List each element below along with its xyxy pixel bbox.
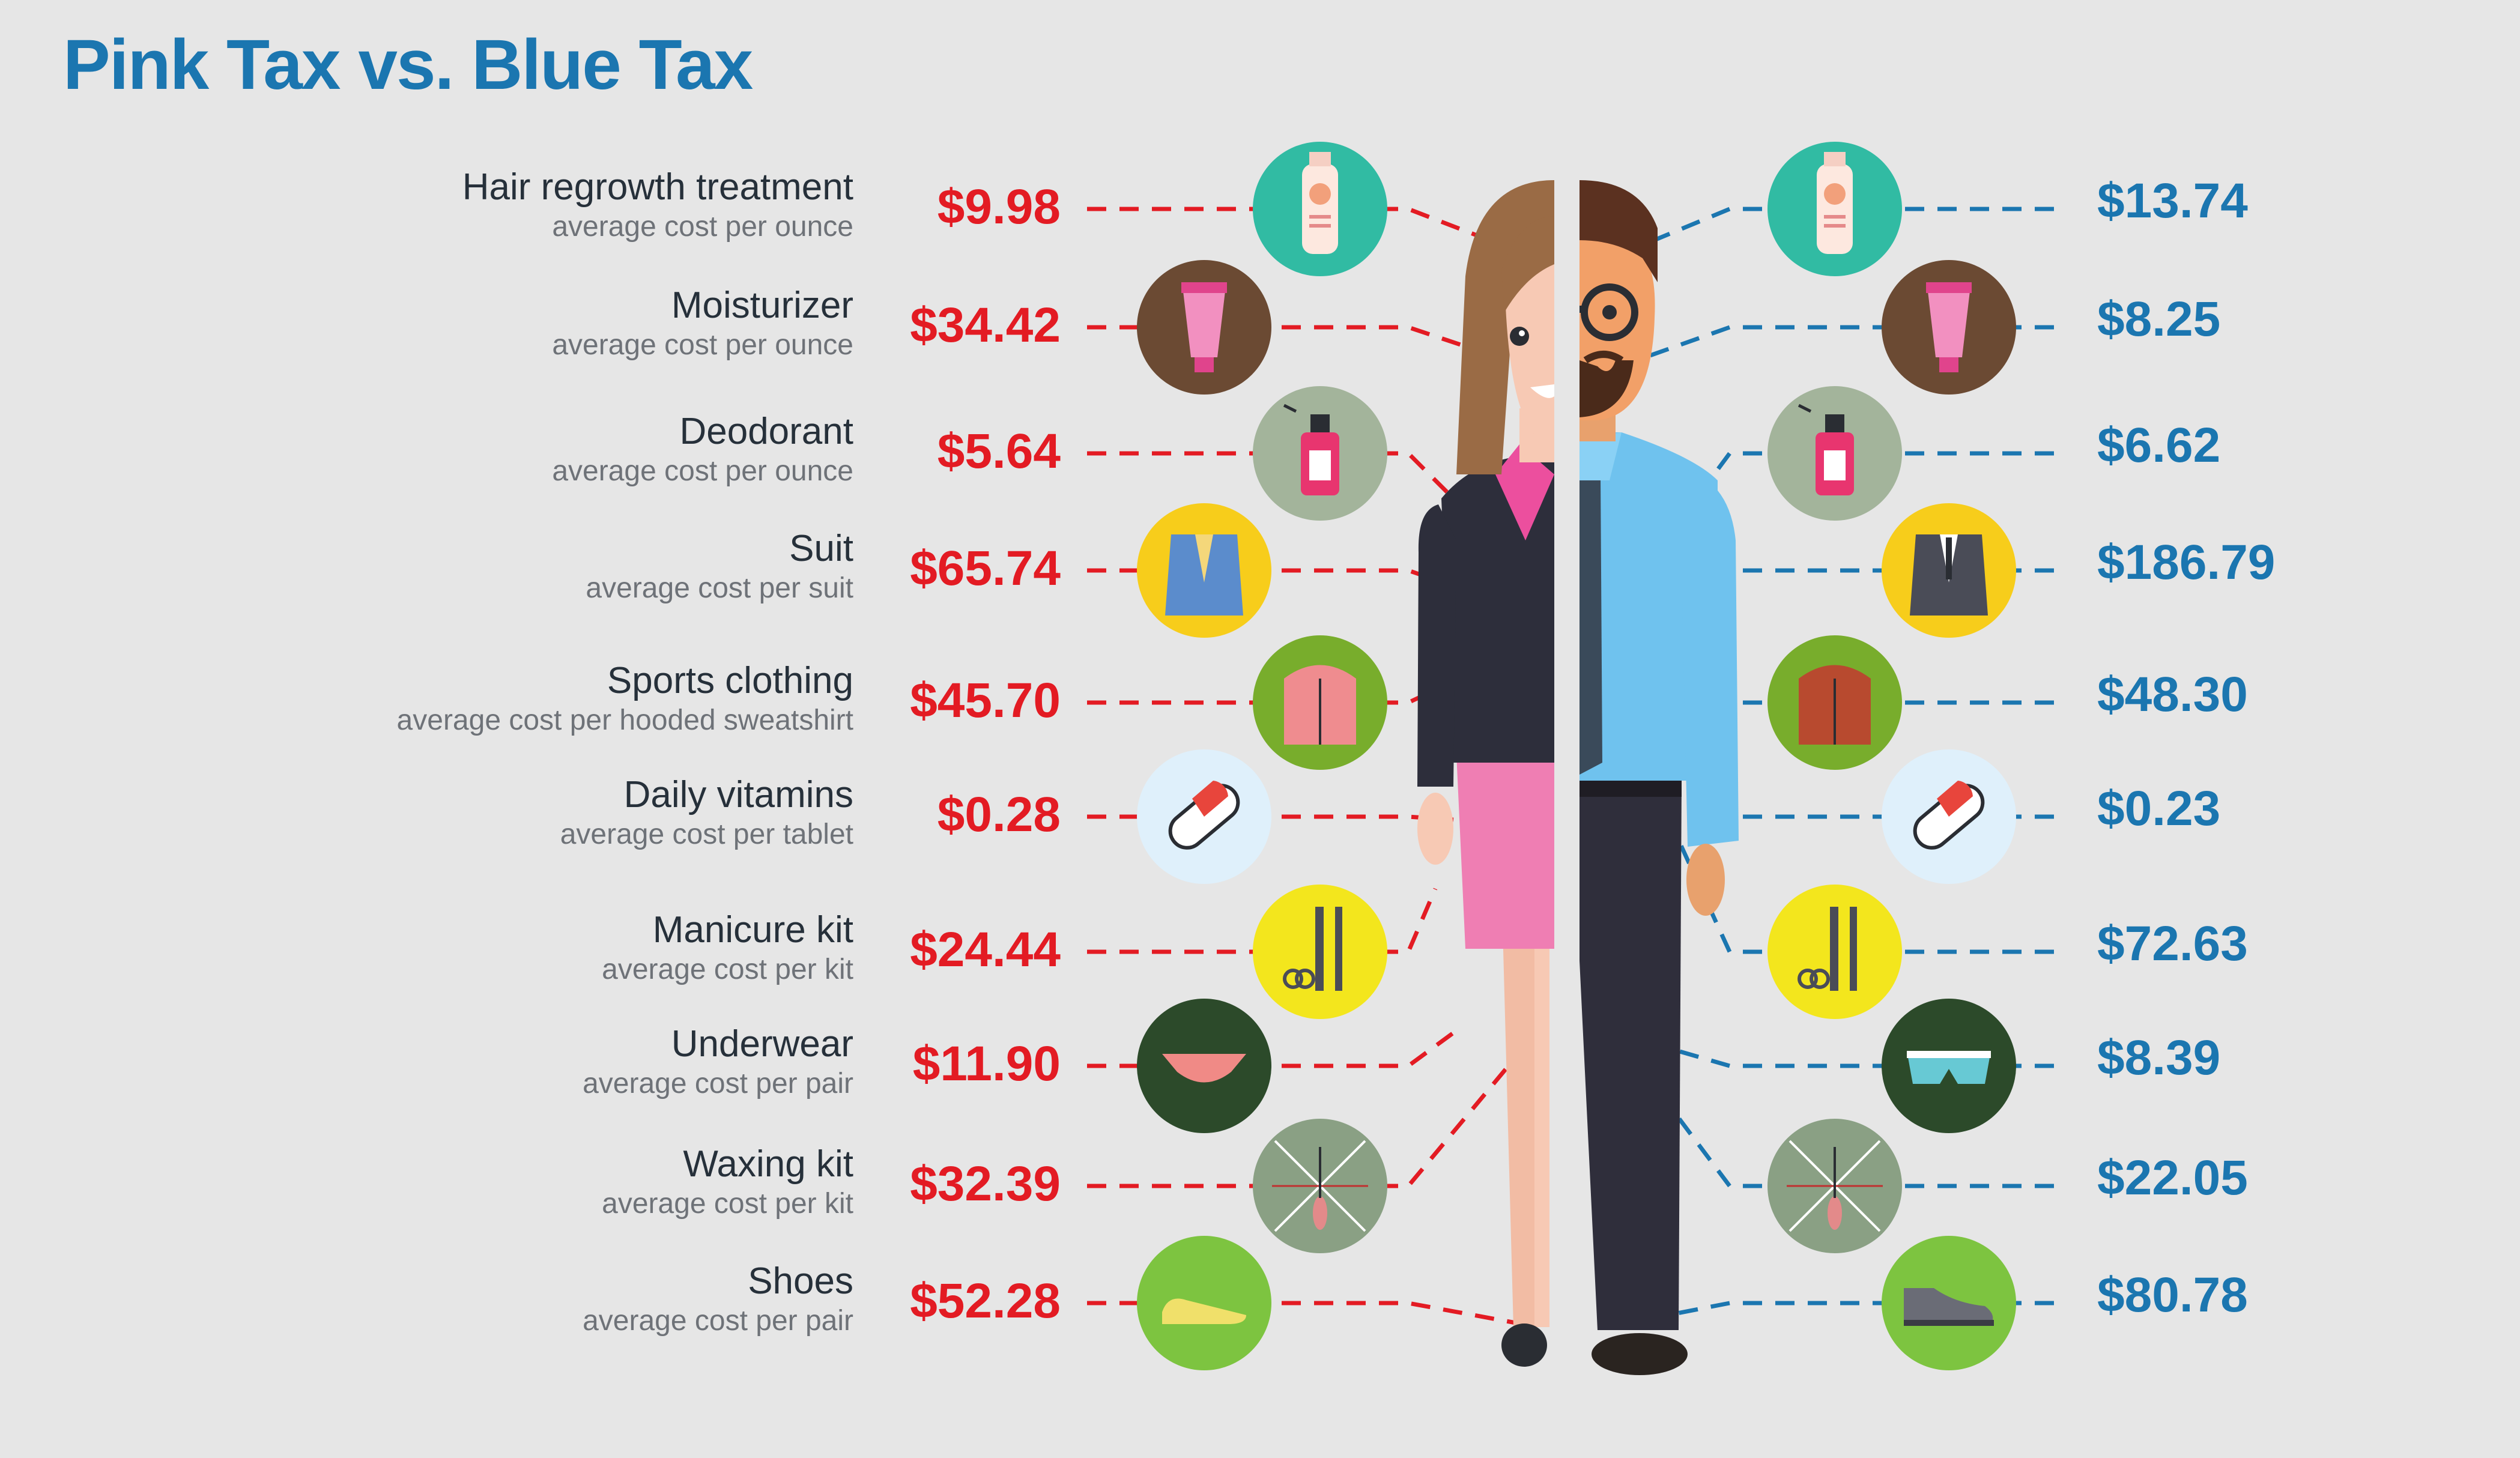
blue-price: $13.74 (2097, 174, 2248, 228)
woman-figure-icon (1417, 180, 1554, 1367)
blue-price: $8.39 (2097, 1030, 2221, 1085)
item-name: Manicure kit (652, 909, 853, 951)
item-name: Moisturizer (671, 285, 853, 326)
pink-price: $5.64 (937, 424, 1061, 479)
pink-icon-circle (1137, 1236, 1271, 1370)
hair-treatment-bottle-icon (1817, 152, 1853, 254)
item-unit: average cost per kit (602, 1188, 853, 1220)
deodorant-spray-icon (1798, 404, 1854, 495)
deodorant-spray-icon (1283, 404, 1339, 495)
blue-price: $6.62 (2097, 418, 2221, 473)
item-unit: average cost per ounce (552, 455, 853, 487)
pink-price: $52.28 (910, 1274, 1061, 1328)
item-unit: average cost per ounce (552, 211, 853, 243)
blue-price: $0.23 (2097, 781, 2221, 836)
item-name: Shoes (748, 1260, 853, 1302)
pink-price: $65.74 (910, 541, 1061, 596)
flat-shoe-icon (1162, 1298, 1246, 1324)
panties-icon (1162, 1054, 1246, 1083)
item-name: Sports clothing (607, 660, 853, 701)
manicure-tools-icon (1798, 907, 1857, 991)
briefs-icon (1907, 1051, 1991, 1084)
person-figure (1417, 174, 1739, 1375)
blue-price: $72.63 (2097, 916, 2248, 971)
vitamin-capsule-icon (1168, 781, 1240, 850)
pink-price: $34.42 (910, 298, 1061, 352)
item-name: Daily vitamins (623, 774, 853, 815)
pink-price: $11.90 (912, 1036, 1061, 1091)
blazer-icon (1165, 534, 1243, 616)
suit-jacket-icon (1910, 534, 1988, 616)
item-name: Waxing kit (683, 1143, 853, 1185)
pink-price: $0.28 (937, 787, 1061, 842)
blue-price: $22.05 (2097, 1151, 2248, 1205)
blue-price: $80.78 (2097, 1268, 2248, 1322)
pink-connector-line (1087, 451, 1449, 494)
page-title: Pink Tax vs. Blue Tax (63, 25, 753, 104)
pink-price: $45.70 (910, 673, 1061, 728)
blue-connector-line (1656, 1088, 2054, 1188)
hair-treatment-bottle-icon (1302, 152, 1338, 254)
item-name: Hair regrowth treatment (462, 166, 853, 208)
moisturizer-tube-icon (1181, 282, 1227, 372)
item-unit: average cost per pair (583, 1068, 853, 1100)
item-unit: average cost per pair (583, 1305, 853, 1337)
blue-price: $8.25 (2097, 292, 2221, 346)
moisturizer-tube-icon (1926, 282, 1972, 372)
item-unit: average cost per kit (602, 954, 853, 985)
pink-price: $24.44 (910, 922, 1061, 977)
waxing-hair-icon (1787, 1140, 1883, 1232)
item-name: Suit (789, 528, 853, 569)
item-unit: average cost per suit (586, 572, 853, 604)
item-name: Underwear (671, 1023, 853, 1065)
oxford-shoe-icon (1904, 1288, 1994, 1326)
item-unit: average cost per hooded sweatshirt (396, 704, 853, 736)
pink-connector-line (1087, 888, 1438, 954)
blue-price: $48.30 (2097, 667, 2248, 722)
pink-price: $32.39 (910, 1157, 1061, 1211)
blue-connector-line (1638, 207, 2054, 249)
item-name: Deodorant (679, 411, 853, 452)
vitamin-capsule-icon (1913, 781, 1985, 850)
blue-price: $186.79 (2097, 535, 2276, 590)
hoodie-icon (1799, 665, 1871, 745)
manicure-tools-icon (1283, 907, 1342, 991)
man-figure-icon (1580, 180, 1739, 1375)
pink-connector-line (1087, 207, 1491, 243)
item-unit: average cost per tablet (560, 818, 853, 850)
icon-circles (1137, 142, 2016, 1370)
hoodie-icon (1284, 665, 1356, 745)
waxing-hair-icon (1272, 1140, 1368, 1232)
pink-price: $9.98 (937, 180, 1061, 234)
pink-connector-line (1087, 1058, 1515, 1188)
item-unit: average cost per ounce (552, 329, 853, 361)
